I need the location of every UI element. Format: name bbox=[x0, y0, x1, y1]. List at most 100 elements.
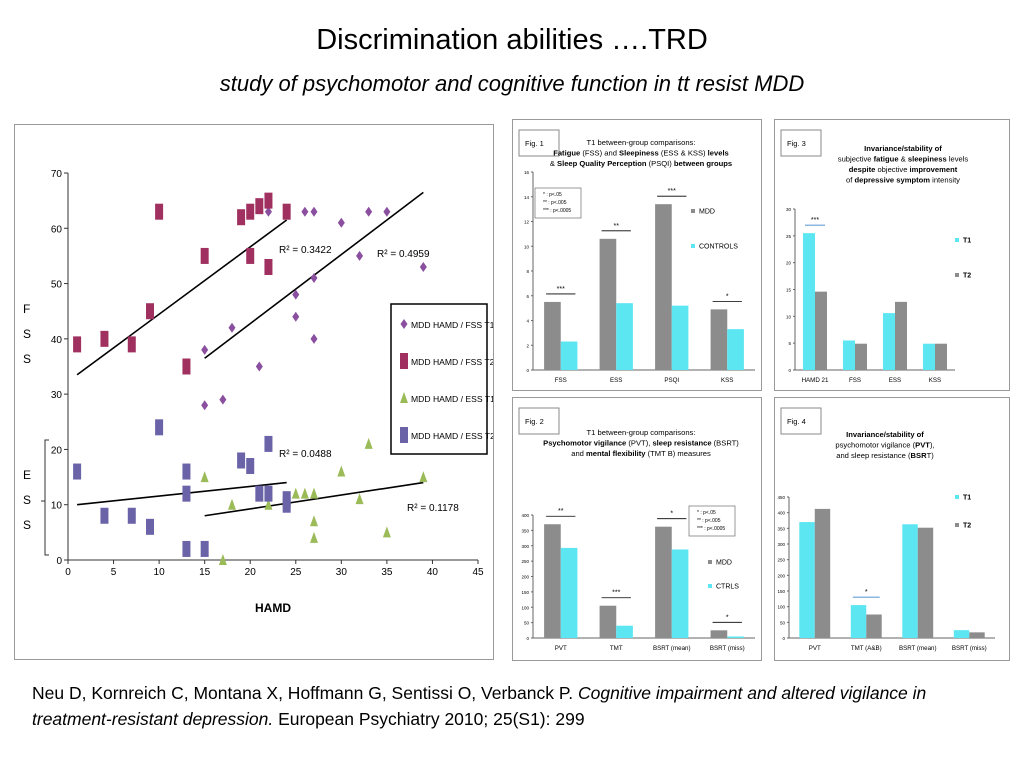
regression-line bbox=[77, 481, 287, 506]
scatter-point bbox=[127, 336, 136, 353]
chart-heading-run: (PVT), bbox=[626, 439, 652, 448]
legend-label: CTRLS bbox=[716, 584, 739, 591]
x-tick-label: BSRT (miss) bbox=[710, 645, 745, 652]
fig2-chart: Fig. 2 T1 between-group comparisons: Psych… bbox=[518, 407, 755, 652]
chart-heading-run: subjective bbox=[838, 155, 874, 164]
bar bbox=[850, 605, 867, 638]
bar bbox=[710, 309, 728, 370]
chart-heading-run: levels bbox=[708, 149, 729, 158]
scatter-point bbox=[264, 485, 273, 502]
bar bbox=[727, 636, 744, 638]
chart-heading-line: Fatigue (FSS) and Sleepiness (ESS & KSS)… bbox=[553, 149, 729, 158]
scatter-point bbox=[282, 491, 291, 508]
significance-marker: *** bbox=[811, 217, 819, 224]
ess-bracket bbox=[44, 439, 49, 556]
bar bbox=[969, 632, 985, 638]
legend-label: MDD HAMD / FSS T1 bbox=[411, 320, 493, 330]
scatter-point bbox=[292, 311, 300, 322]
y-tick-label: 6 bbox=[526, 294, 529, 299]
scatter-point bbox=[182, 540, 191, 557]
scatter-point bbox=[246, 458, 255, 475]
legend-label: T1 bbox=[963, 238, 971, 245]
fig-label: Fig. 4 bbox=[780, 407, 822, 435]
r-squared-label: R² = 0.1178 bbox=[407, 503, 459, 514]
scatter-point bbox=[255, 361, 263, 372]
x-tick-label: KSS bbox=[929, 377, 941, 384]
y-tick-label: 0 bbox=[782, 636, 785, 641]
x-tick-label: BSRT (mean) bbox=[653, 645, 691, 652]
y-tick-label: 10 bbox=[786, 314, 792, 319]
scatter-point bbox=[356, 250, 364, 261]
scatter-point bbox=[200, 471, 209, 483]
bar bbox=[815, 291, 827, 370]
x-tick-label: ESS bbox=[610, 377, 622, 384]
bar bbox=[917, 527, 934, 638]
scatter-point bbox=[73, 463, 82, 480]
x-tick-label: PSQI bbox=[664, 377, 679, 384]
chart-heading-run: (TMT B) measures bbox=[646, 449, 711, 458]
chart-heading-run: (ESS & KSS) bbox=[659, 149, 708, 158]
bar bbox=[560, 341, 578, 370]
r-squared-label: R² = 0.3422 bbox=[279, 245, 332, 256]
bar bbox=[799, 522, 815, 638]
fig4-chart-panel: Fig. 4 Invariance/stability of psychomotor… bbox=[774, 397, 1010, 661]
legend-swatch bbox=[955, 238, 959, 242]
y-tick-label: 10 bbox=[51, 501, 63, 512]
bar bbox=[895, 301, 907, 370]
citation-source: European Psychiatry 2010; 25(S1): 299 bbox=[278, 709, 585, 729]
chart-heading-line: Psychomotor vigilance (PVT), sleep resis… bbox=[543, 439, 739, 448]
slide-title: Discrimination abilities ….TRD bbox=[316, 24, 708, 56]
scatter-point bbox=[383, 206, 391, 217]
chart-heading-run: mental flexibility bbox=[586, 449, 646, 458]
legend-label: MDD HAMD / ESS T1 bbox=[411, 394, 493, 404]
y-tick-label: 16 bbox=[524, 170, 530, 175]
fig-label-box bbox=[780, 407, 822, 435]
bar bbox=[599, 605, 617, 638]
chart-heading-run: of bbox=[846, 176, 854, 185]
scatter-point bbox=[237, 452, 246, 469]
y-tick-label: 14 bbox=[524, 195, 530, 200]
scatter-chart-panel: 0 10 20 30 40 50 60 70 0 5 10 15 20 25 30 35 40 45 HAMD F S S… bbox=[14, 124, 494, 660]
fig-label-text: Fig. 1 bbox=[525, 139, 544, 148]
legend-marker bbox=[400, 319, 408, 329]
scatter-point bbox=[301, 206, 309, 217]
y-tick-label: 0 bbox=[56, 556, 62, 567]
y-tick-label: 50 bbox=[780, 620, 786, 625]
y-tick-label: 400 bbox=[777, 511, 785, 516]
significance-marker: *** bbox=[668, 188, 676, 195]
x-tick-label: TMT bbox=[610, 645, 623, 652]
chart-heading-run: Invariance/stability of bbox=[846, 430, 924, 439]
legend-label: T2 bbox=[963, 523, 971, 530]
y-axis-label-ess: S bbox=[23, 518, 31, 532]
bar bbox=[655, 204, 672, 370]
chart-heading-run: Invariance/stability of bbox=[864, 144, 942, 153]
r-squared-label: R² = 0.4959 bbox=[377, 249, 430, 260]
bar bbox=[544, 524, 561, 638]
y-tick-label: 40 bbox=[51, 335, 63, 346]
scatter-point bbox=[300, 487, 309, 499]
fig-label-text: Fig. 4 bbox=[787, 417, 806, 426]
scatter-point bbox=[182, 358, 191, 375]
y-tick-label: 20 bbox=[51, 445, 63, 456]
y-tick-label: 50 bbox=[524, 621, 530, 626]
chart-heading-run: depressive symptom bbox=[854, 176, 930, 185]
bar bbox=[953, 630, 970, 638]
scatter-point bbox=[219, 394, 227, 405]
regression-line bbox=[76, 219, 288, 376]
p-value-box bbox=[688, 505, 736, 537]
chart-heading-run: T) bbox=[927, 451, 935, 460]
y-tick-label: 0 bbox=[526, 636, 529, 641]
y-tick-label: 150 bbox=[521, 590, 529, 595]
y-tick-label: 30 bbox=[51, 390, 63, 401]
y-tick-label: 0 bbox=[526, 368, 529, 373]
chart-heading-line: Invariance/stability of bbox=[864, 144, 942, 153]
chart-heading-line: subjective fatigue & sleepiness levels bbox=[838, 155, 969, 164]
fig-label-box bbox=[518, 407, 560, 435]
scatter-point bbox=[264, 258, 273, 275]
scatter-point bbox=[310, 273, 318, 284]
y-tick-label: 250 bbox=[521, 559, 529, 564]
legend-swatch bbox=[708, 560, 712, 564]
scatter-point bbox=[246, 203, 255, 220]
x-tick-label: TMT (A&B) bbox=[851, 645, 882, 652]
bar bbox=[814, 508, 831, 638]
